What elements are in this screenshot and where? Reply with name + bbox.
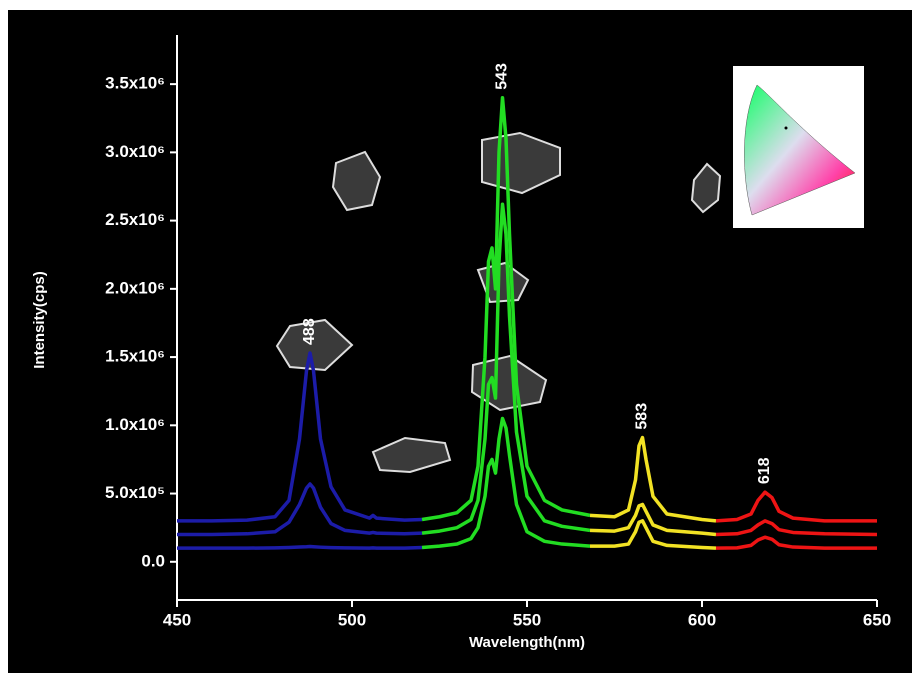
spectrum-line [177,547,422,549]
cie-inset [733,66,864,228]
y-tick-label: 3.0x10⁶ [105,142,165,161]
x-tick-label: 600 [688,610,716,629]
x-axis-label: Wavelength(nm) [469,634,585,651]
x-tick-label: 500 [338,610,366,629]
x-tick-label: 650 [863,610,891,629]
x-tick-label: 450 [163,610,191,629]
peak-label: 618 [756,457,773,484]
y-tick-label: 2.0x10⁶ [105,278,165,297]
peak-label: 543 [494,63,511,90]
y-tick-label: 0.0 [141,551,165,570]
peak-label: 583 [634,403,651,430]
y-tick-label: 5.0x10⁵ [105,483,165,502]
peak-label: 488 [301,318,318,345]
chart: Intensity(cps) Wavelength(nm) 0.0 5.0x10⁵… [0,0,920,673]
y-axis-label: Intensity(cps) [31,271,48,369]
y-tick-label: 1.5x10⁶ [105,347,165,366]
y-tick-label: 2.5x10⁶ [105,210,165,229]
x-tick-label: 550 [513,610,541,629]
y-tick-label: 3.5x10⁶ [105,74,165,93]
y-tick-label: 1.0x10⁶ [105,415,165,434]
